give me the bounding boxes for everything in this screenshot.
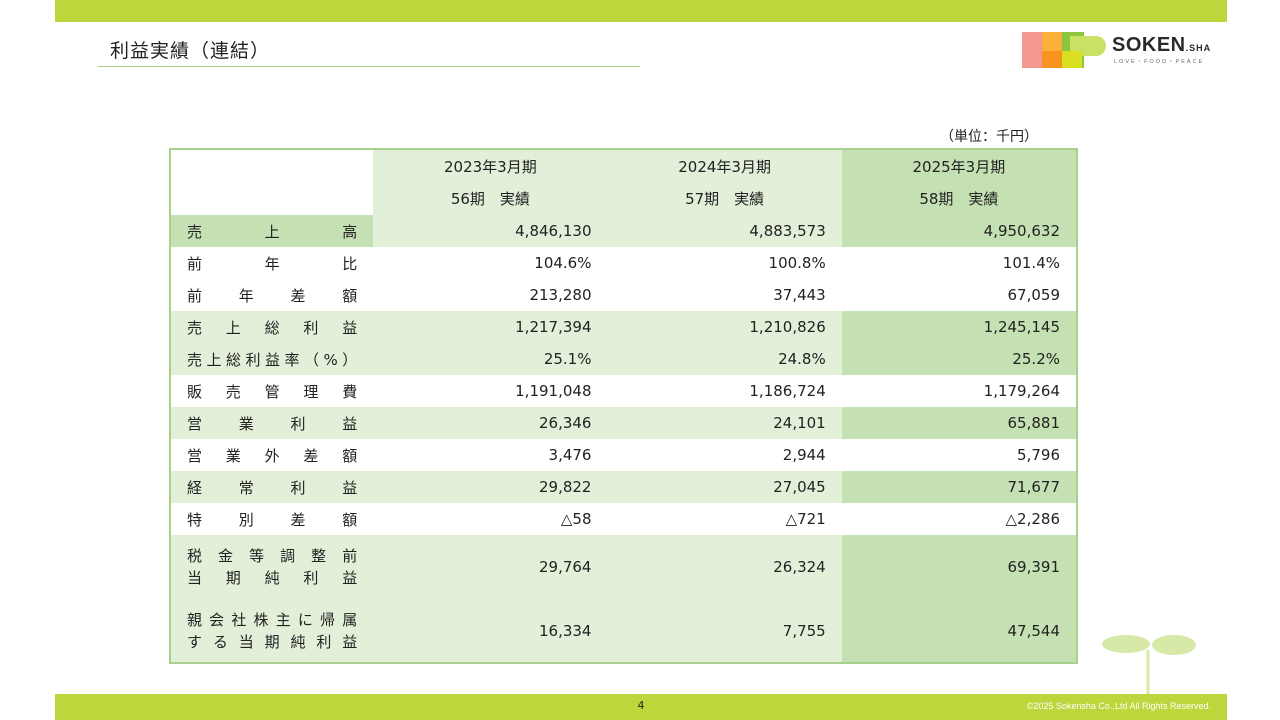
page-title: 利益実績（連結） — [110, 40, 271, 62]
table-row: 売上高 4,846,130 4,883,573 4,950,632 — [170, 215, 1077, 247]
row-label-line: 税金等調整前 — [187, 547, 358, 565]
header-term-56: 56期 実績 — [373, 182, 608, 215]
header-period-2025: 2025年3月期 — [841, 149, 1077, 182]
company-logo: SOKEN.SHA LOVE・FOOD・PEACE — [1022, 32, 1222, 68]
table-cell: 4,950,632 — [841, 215, 1077, 247]
header-period-2024: 2024年3月期 — [607, 149, 842, 182]
table-row: 経常利益 29,822 27,045 71,677 — [170, 471, 1077, 503]
header-period-2023: 2023年3月期 — [373, 149, 608, 182]
table-cell: 29,764 — [373, 535, 608, 599]
table-cell: △721 — [607, 503, 842, 535]
table-cell: 26,346 — [373, 407, 608, 439]
logo-name: SOKEN — [1112, 34, 1186, 56]
row-label-gross-margin: 売上総利益率（%） — [170, 343, 374, 375]
table-cell: 37,443 — [607, 279, 842, 311]
title-underline — [98, 66, 640, 67]
table-row: 特別差額 △58 △721 △2,286 — [170, 503, 1077, 535]
row-label-operating-profit: 営業利益 — [170, 407, 374, 439]
unit-label: （単位：千円） — [940, 129, 1038, 145]
table-cell: 100.8% — [607, 247, 842, 279]
table-row: 販売管理費 1,191,048 1,186,724 1,179,264 — [170, 375, 1077, 407]
table-cell: 1,179,264 — [841, 375, 1077, 407]
table-cell: 25.2% — [841, 343, 1077, 375]
row-label-sga: 販売管理費 — [170, 375, 374, 407]
row-label-yoy-diff: 前年差額 — [170, 279, 374, 311]
table-cell: 47,544 — [841, 599, 1077, 663]
header-term-58: 58期 実績 — [841, 182, 1077, 215]
header-row-term: 56期 実績 57期 実績 58期 実績 — [170, 182, 1077, 215]
table-row: 税金等調整前 当期純利益 29,764 26,324 69,391 — [170, 535, 1077, 599]
header-term-57: 57期 実績 — [607, 182, 842, 215]
table-cell: 5,796 — [841, 439, 1077, 471]
table-cell: 1,245,145 — [841, 311, 1077, 343]
table-cell: 7,755 — [607, 599, 842, 663]
table-row: 売上総利益率（%） 25.1% 24.8% 25.2% — [170, 343, 1077, 375]
table-cell: 29,822 — [373, 471, 608, 503]
table-row: 前年差額 213,280 37,443 67,059 — [170, 279, 1077, 311]
table-cell: 69,391 — [841, 535, 1077, 599]
table-cell: 71,677 — [841, 471, 1077, 503]
table-cell: 1,210,826 — [607, 311, 842, 343]
table-cell: 1,217,394 — [373, 311, 608, 343]
row-label-line: 親会社株主に帰属 — [187, 610, 358, 629]
table-cell: 101.4% — [841, 247, 1077, 279]
table-cell: 3,476 — [373, 439, 608, 471]
top-accent-bar — [55, 0, 1227, 22]
profit-results-table: 2023年3月期 2024年3月期 2025年3月期 56期 実績 57期 実績… — [169, 148, 1078, 664]
footer-bar: 4 ©2025 Sokensha Co.,Ltd All Rights Rese… — [55, 694, 1227, 720]
logo-tagline: LOVE・FOOD・PEACE — [1114, 59, 1205, 65]
table-cell: 104.6% — [373, 247, 608, 279]
row-label-extraordinary: 特別差額 — [170, 503, 374, 535]
table-cell: 27,045 — [607, 471, 842, 503]
table-cell: 2,944 — [607, 439, 842, 471]
table-cell: 213,280 — [373, 279, 608, 311]
logo-suffix: .SHA — [1185, 43, 1212, 53]
table-cell: 24.8% — [607, 343, 842, 375]
table-cell: △58 — [373, 503, 608, 535]
row-label-gross-profit: 売上総利益 — [170, 311, 374, 343]
sprout-icon — [1102, 635, 1196, 694]
table-cell: 67,059 — [841, 279, 1077, 311]
header-corner — [170, 149, 374, 215]
table-cell: 26,324 — [607, 535, 842, 599]
table-cell: 65,881 — [841, 407, 1077, 439]
table-row: 前年比 104.6% 100.8% 101.4% — [170, 247, 1077, 279]
row-label-sales: 売上高 — [170, 215, 374, 247]
table-cell: 1,191,048 — [373, 375, 608, 407]
table-cell: 1,186,724 — [607, 375, 842, 407]
table-cell: 4,846,130 — [373, 215, 608, 247]
copyright-text: ©2025 Sokensha Co.,Ltd All Rights Reserv… — [1026, 701, 1211, 711]
table-row: 営業利益 26,346 24,101 65,881 — [170, 407, 1077, 439]
logo-mark-icon — [1022, 32, 1106, 68]
row-label-non-operating: 営業外差額 — [170, 439, 374, 471]
row-label-line: する当期純利益 — [187, 632, 358, 651]
table-cell: 25.1% — [373, 343, 608, 375]
table-cell: △2,286 — [841, 503, 1077, 535]
row-label-ordinary-profit: 経常利益 — [170, 471, 374, 503]
row-label-net-profit-parent: 親会社株主に帰属 する当期純利益 — [170, 599, 374, 663]
page-number: 4 — [637, 699, 645, 712]
row-label-line: 当期純利益 — [187, 569, 358, 587]
row-label-pretax-profit: 税金等調整前 当期純利益 — [170, 535, 374, 599]
table-cell: 4,883,573 — [607, 215, 842, 247]
table-cell: 16,334 — [373, 599, 608, 663]
table-row: 売上総利益 1,217,394 1,210,826 1,245,145 — [170, 311, 1077, 343]
table-row: 営業外差額 3,476 2,944 5,796 — [170, 439, 1077, 471]
header-row-period: 2023年3月期 2024年3月期 2025年3月期 — [170, 149, 1077, 215]
row-label-yoy-ratio: 前年比 — [170, 247, 374, 279]
table-cell: 24,101 — [607, 407, 842, 439]
table-row: 親会社株主に帰属 する当期純利益 16,334 7,755 47,544 — [170, 599, 1077, 663]
